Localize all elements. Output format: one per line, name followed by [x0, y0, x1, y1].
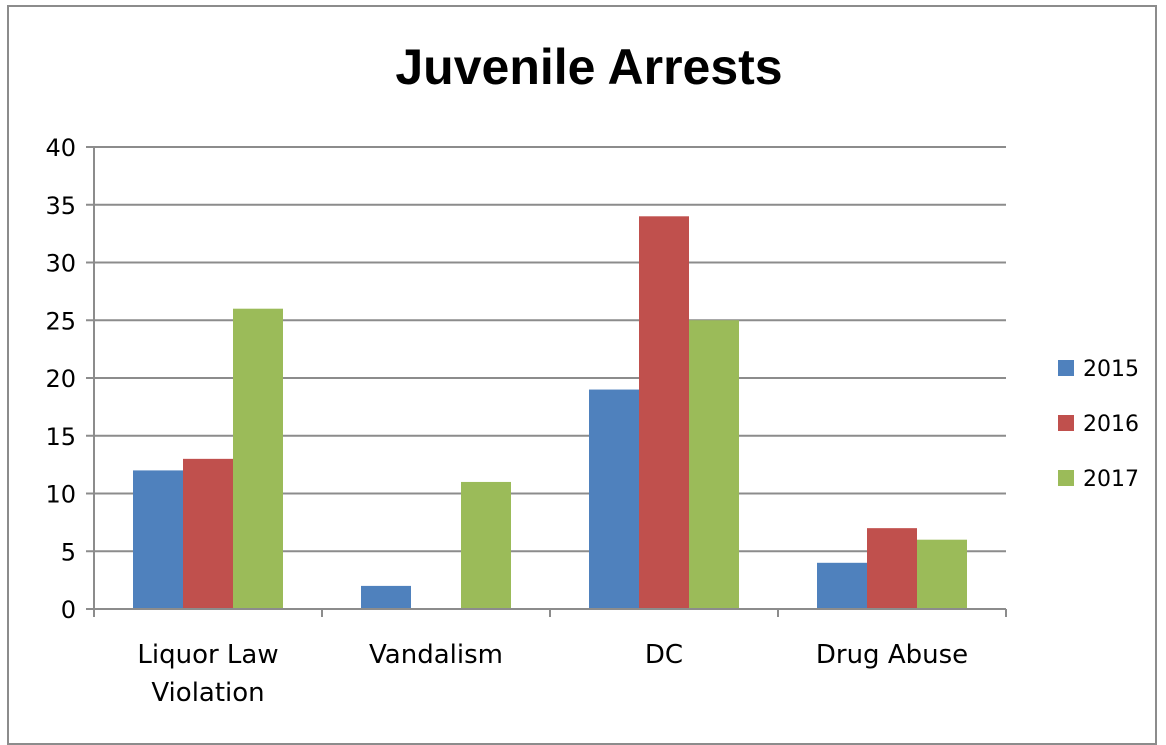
- y-tick-label: 35: [45, 192, 76, 220]
- y-tick-label: 10: [45, 481, 76, 509]
- y-tick-label: 15: [45, 423, 76, 451]
- bar-2016-0: [183, 458, 233, 609]
- bar-2015-1: [361, 585, 411, 609]
- bars: [133, 216, 967, 610]
- bar-2017-1: [461, 481, 511, 609]
- y-tick-label: 30: [45, 250, 76, 278]
- legend-label-2017: 2017: [1083, 467, 1139, 492]
- bar-2017-3: [917, 539, 967, 609]
- bar-2015-3: [817, 562, 867, 609]
- y-tick-label: 20: [45, 365, 76, 393]
- legend-swatch-2015: [1058, 360, 1074, 376]
- y-tick-label: 0: [61, 596, 76, 624]
- y-tick-label: 25: [45, 307, 76, 335]
- x-category-label-line: Liquor Law: [137, 640, 278, 670]
- bar-2016-3: [867, 528, 917, 609]
- legend-swatch-2017: [1058, 470, 1074, 486]
- bar-2017-0: [233, 308, 283, 609]
- legend-label-2015: 2015: [1083, 357, 1139, 382]
- bar-2017-2: [689, 320, 739, 609]
- bar-2015-2: [589, 389, 639, 609]
- chart-title: Juvenile Arrests: [395, 39, 783, 95]
- x-category-label-line: Drug Abuse: [816, 640, 968, 670]
- x-category-label-line: Violation: [151, 678, 264, 708]
- x-category-label-line: Vandalism: [369, 640, 503, 670]
- x-category-label: Drug Abuse: [816, 640, 968, 670]
- bar-2015-0: [133, 470, 183, 609]
- x-category-labels: Liquor Law Violation Vandalism DC Drug Abuse: [137, 640, 968, 708]
- y-tick-label: 40: [45, 134, 76, 162]
- chart-frame: [7, 5, 1157, 745]
- x-category-label: DC: [645, 640, 683, 670]
- legend: 2015 2016 2017: [1058, 357, 1139, 492]
- x-category-label: Vandalism: [369, 640, 503, 670]
- x-category-label: Liquor Law Violation: [137, 640, 278, 708]
- axes: [86, 146, 1007, 617]
- y-tick-labels: 0 5 10 15 20 25 30 35 40: [45, 134, 76, 624]
- bar-2016-2: [639, 216, 689, 610]
- legend-swatch-2016: [1058, 415, 1074, 431]
- y-tick-label: 5: [61, 538, 76, 566]
- x-category-label-line: DC: [645, 640, 683, 670]
- legend-label-2016: 2016: [1083, 412, 1139, 437]
